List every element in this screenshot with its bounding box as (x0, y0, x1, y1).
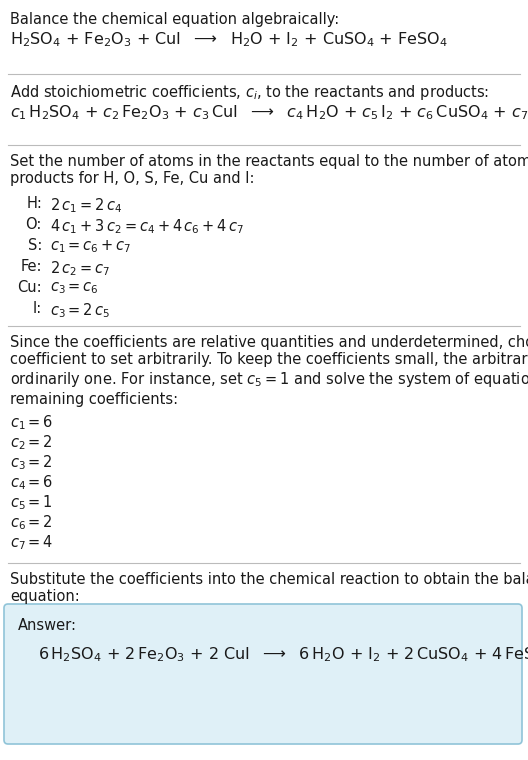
Text: $\mathsf{6\,H_2SO_4}$ + $\mathsf{2\,Fe_2O_3}$ + 2 CuI  $\longrightarrow$  $\math: $\mathsf{6\,H_2SO_4}$ + $\mathsf{2\,Fe_2… (38, 645, 528, 663)
Text: Since the coefficients are relative quantities and underdetermined, choose a
coe: Since the coefficients are relative quan… (10, 335, 528, 407)
Text: $c_1 = c_6 + c_7$: $c_1 = c_6 + c_7$ (50, 238, 131, 255)
Text: $c_3 = 2$: $c_3 = 2$ (10, 453, 53, 472)
Text: S:: S: (27, 238, 42, 253)
Text: $c_3 = c_6$: $c_3 = c_6$ (50, 280, 99, 296)
Text: $\mathsf{H_2SO_4}$ + $\mathsf{Fe_2O_3}$ + CuI  $\longrightarrow$  $\mathsf{H_2O}: $\mathsf{H_2SO_4}$ + $\mathsf{Fe_2O_3}$ … (10, 30, 448, 49)
Text: Fe:: Fe: (21, 259, 42, 274)
Text: I:: I: (33, 301, 42, 316)
Text: $2\,c_1 = 2\,c_4$: $2\,c_1 = 2\,c_4$ (50, 196, 122, 215)
Text: $c_2 = 2$: $c_2 = 2$ (10, 433, 53, 451)
Text: $c_1 = 6$: $c_1 = 6$ (10, 413, 53, 432)
Text: Cu:: Cu: (17, 280, 42, 295)
Text: $c_1\,\mathsf{H_2SO_4}$ + $c_2\,\mathsf{Fe_2O_3}$ + $c_3\,$CuI  $\longrightarrow: $c_1\,\mathsf{H_2SO_4}$ + $c_2\,\mathsf{… (10, 103, 528, 122)
FancyBboxPatch shape (4, 604, 522, 744)
Text: Balance the chemical equation algebraically:: Balance the chemical equation algebraica… (10, 12, 340, 27)
Text: $c_4 = 6$: $c_4 = 6$ (10, 473, 53, 492)
Text: O:: O: (26, 217, 42, 232)
Text: $4\,c_1 + 3\,c_2 = c_4 + 4\,c_6 + 4\,c_7$: $4\,c_1 + 3\,c_2 = c_4 + 4\,c_6 + 4\,c_7… (50, 217, 244, 236)
Text: Add stoichiometric coefficients, $c_i$, to the reactants and products:: Add stoichiometric coefficients, $c_i$, … (10, 83, 489, 102)
Text: $2\,c_2 = c_7$: $2\,c_2 = c_7$ (50, 259, 110, 277)
Text: Set the number of atoms in the reactants equal to the number of atoms in the
pro: Set the number of atoms in the reactants… (10, 154, 528, 186)
Text: Substitute the coefficients into the chemical reaction to obtain the balanced
eq: Substitute the coefficients into the che… (10, 572, 528, 604)
Text: $c_6 = 2$: $c_6 = 2$ (10, 513, 53, 532)
Text: Answer:: Answer: (18, 618, 77, 633)
Text: $c_5 = 1$: $c_5 = 1$ (10, 493, 53, 511)
Text: $c_3 = 2\,c_5$: $c_3 = 2\,c_5$ (50, 301, 110, 320)
Text: $c_7 = 4$: $c_7 = 4$ (10, 533, 53, 552)
Text: H:: H: (26, 196, 42, 211)
